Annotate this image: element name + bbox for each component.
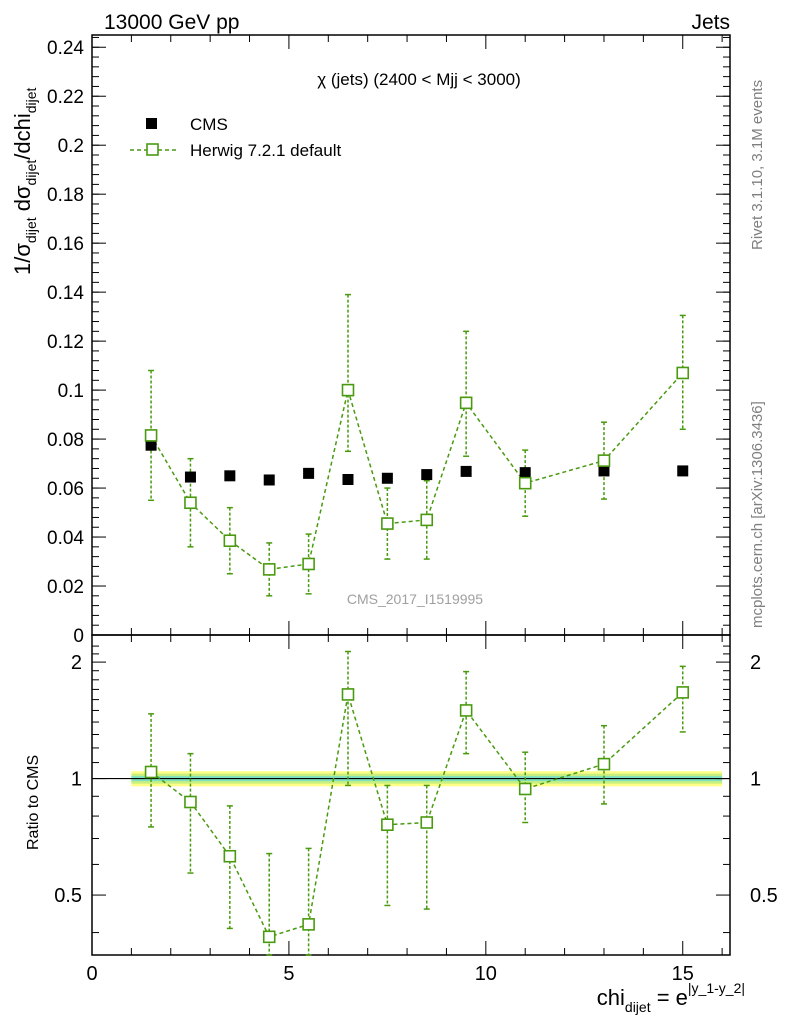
ratio-data-point	[676, 686, 690, 699]
ratio-data-point	[341, 688, 355, 701]
ratio-y-tick-label: 1	[71, 769, 82, 791]
herwig-data-point	[223, 534, 237, 548]
legend-cms-label: CMS	[190, 115, 228, 134]
herwig-series-line	[150, 372, 684, 571]
cms-data-point	[381, 472, 393, 484]
herwig-data-point	[381, 517, 394, 530]
cms-data-point	[460, 465, 472, 477]
herwig-data-point	[459, 396, 473, 410]
rivet-version-label: Rivet 3.1.10, 3.1M events	[749, 80, 766, 250]
ratio-data-point	[184, 795, 197, 809]
cms-data-point	[224, 470, 236, 482]
y-tick-label: 0.12	[47, 332, 84, 353]
analysis-watermark: CMS_2017_I1519995	[347, 591, 483, 607]
herwig-data-point	[420, 513, 434, 527]
y-tick-label: 0.24	[47, 38, 84, 59]
main-axis-ticks: 0 0.02 0.04 0.06 0.08 0.1 0.12 0.14 0.16 0.18 0.2 0…	[47, 35, 730, 647]
herwig-data-point	[518, 476, 532, 490]
cms-data-point	[598, 465, 610, 477]
legend-cms-marker	[146, 118, 157, 129]
y-tick-label: 0.06	[47, 479, 84, 500]
herwig-data-point	[262, 563, 276, 576]
main-y-axis-label: 1/σdijet dσdijet/dchidijet	[10, 87, 39, 275]
x-tick-label: 10	[475, 963, 497, 985]
ratio-data-point	[302, 918, 315, 931]
cms-data-point	[421, 469, 433, 481]
ratio-data-point	[262, 930, 276, 944]
header-right: Jets	[691, 11, 730, 34]
y-tick-label: 0.08	[47, 430, 84, 451]
ratio-y-tick-label-right: 1	[750, 769, 761, 791]
cms-data-point	[145, 439, 157, 451]
ratio-data-point	[144, 765, 158, 779]
legend-herwig-label: Herwig 7.2.1 default	[190, 141, 341, 160]
x-tick-label: 15	[672, 963, 694, 985]
herwig-data-point	[676, 366, 690, 380]
ratio-plot-frame	[91, 634, 731, 956]
cms-data-point	[519, 467, 531, 479]
y-tick-label: 0.22	[47, 87, 84, 108]
cms-data-point	[303, 467, 315, 479]
mcplots-label: mcplots.cern.ch [arXiv:1306.3436]	[749, 401, 766, 628]
x-axis-label: chidijet = e|y_1-y_2|	[597, 980, 745, 1015]
herwig-data-point	[302, 557, 315, 571]
ratio-data-point	[381, 818, 394, 831]
y-tick-label: 0.04	[47, 528, 84, 549]
x-tick-label: 0	[86, 963, 97, 985]
y-tick-label: 0.14	[47, 283, 84, 304]
chart-title: χ (jets) (2400 < Mjj < 3000)	[317, 70, 521, 89]
ratio-data-point	[420, 816, 434, 829]
y-tick-label: 0	[73, 626, 84, 647]
cms-data-point	[184, 471, 196, 483]
x-tick-label: 5	[283, 963, 294, 985]
cms-data-point	[342, 473, 354, 485]
y-tick-label: 0.2	[58, 136, 84, 157]
main-plot-frame	[91, 34, 731, 636]
y-tick-label: 0.02	[47, 577, 84, 598]
header-left: 13000 GeV pp	[104, 11, 239, 34]
main-data-marks	[144, 293, 690, 597]
ratio-y-tick-label-right: 2	[750, 652, 761, 674]
y-tick-label: 0.18	[47, 185, 84, 206]
ratio-axis-ticks: 0.5 0.5 1 1 2 2 0 5 10 15	[54, 635, 778, 985]
ratio-data-point	[518, 782, 532, 796]
herwig-data-point	[597, 454, 611, 467]
ratio-y-tick-label-right: 0.5	[750, 885, 778, 907]
y-tick-label: 0.16	[47, 234, 84, 255]
ratio-series-line	[150, 691, 684, 938]
cms-data-point	[677, 465, 689, 477]
cms-data-point	[263, 474, 275, 486]
ratio-y-axis-label: Ratio to CMS	[25, 755, 42, 850]
ratio-y-tick-label: 2	[71, 652, 82, 674]
ratio-data-point	[597, 757, 611, 771]
legend-herwig-marker	[146, 143, 159, 156]
ratio-data-point	[223, 849, 237, 863]
ratio-data-marks	[144, 650, 690, 956]
ratio-y-tick-label: 0.5	[54, 885, 82, 907]
ratio-uncertainty-band	[92, 771, 730, 787]
ratio-data-point	[459, 704, 473, 717]
y-tick-label: 0.1	[58, 381, 84, 402]
herwig-data-point	[144, 429, 158, 442]
herwig-data-point	[341, 383, 355, 397]
herwig-data-point	[184, 496, 197, 510]
